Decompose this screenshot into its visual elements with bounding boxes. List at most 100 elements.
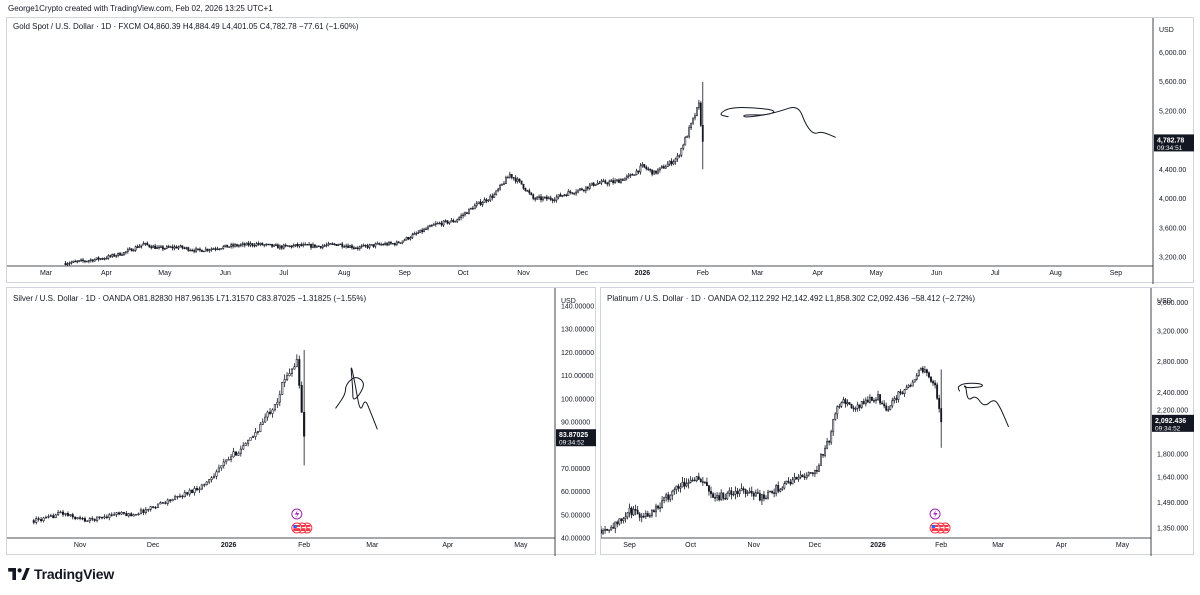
currency-label[interactable]: USD	[561, 298, 576, 305]
candle-body	[183, 247, 186, 249]
candle-body	[621, 179, 624, 181]
candle-body	[618, 518, 621, 525]
event-badges[interactable]	[929, 508, 951, 534]
candle-body	[142, 509, 145, 513]
candle-body	[230, 244, 233, 247]
candle-body	[61, 511, 65, 515]
candle-body	[66, 513, 69, 516]
candle-body	[561, 195, 564, 197]
candle-body	[506, 176, 509, 179]
candle-body	[834, 413, 837, 420]
hand-drawn-annotation[interactable]	[957, 382, 1009, 428]
candle-body	[142, 243, 145, 246]
candle-body	[405, 237, 408, 241]
candle-body	[251, 436, 255, 439]
last-price-label: 2,092.436	[1155, 418, 1186, 425]
candle-body	[575, 191, 578, 194]
candle-body	[308, 243, 310, 246]
candle-body	[407, 237, 410, 240]
x-tick-label: 2026	[221, 542, 237, 549]
candle-body	[204, 248, 207, 252]
candle-body	[730, 490, 733, 495]
candle-body	[657, 169, 659, 174]
candle-body	[491, 195, 494, 198]
candle-body	[310, 243, 312, 248]
candle-body	[744, 489, 747, 494]
candle-body	[249, 437, 252, 441]
candle-body	[936, 384, 939, 399]
candle-body	[701, 481, 704, 483]
candle-body	[503, 183, 505, 185]
candle-body	[290, 245, 293, 248]
candle-body	[98, 516, 101, 518]
chart-panel-platinum[interactable]: Platinum / U.S. Dollar · 1D · OANDA O2,1…	[600, 287, 1195, 556]
candle-body	[277, 244, 279, 249]
x-tick-label: Aug	[1049, 270, 1062, 277]
candle-body	[261, 242, 264, 246]
candle-body	[206, 248, 209, 251]
candle-body	[321, 245, 324, 248]
candle-body	[783, 483, 786, 489]
event-badges[interactable]	[291, 508, 313, 534]
candle-body	[185, 247, 188, 249]
candle-body	[138, 245, 141, 248]
candle-body	[154, 245, 157, 250]
chart-panel-gold[interactable]: Gold Spot / U.S. Dollar · 1D · FXCM O4,8…	[6, 17, 1195, 284]
candle-body	[601, 529, 602, 534]
candle-body	[425, 228, 427, 231]
candles	[601, 366, 943, 538]
candle-body	[86, 260, 88, 263]
candle-body	[390, 242, 392, 244]
candle-body	[608, 529, 611, 531]
candle-body	[512, 177, 515, 179]
candle-body	[247, 242, 250, 246]
candle-body	[103, 516, 106, 519]
candle-body	[127, 513, 130, 517]
candle-body	[76, 260, 79, 263]
candle-body	[456, 219, 459, 222]
candle-body	[345, 245, 348, 248]
chart-gold[interactable]: USD6,000.005,600.005,200.004,800.004,400…	[7, 18, 1195, 284]
candle-body	[101, 258, 104, 260]
candle-body	[99, 258, 102, 260]
candle-body	[290, 368, 294, 374]
candle-body	[555, 196, 558, 201]
candle-body	[81, 517, 84, 520]
hand-drawn-annotation[interactable]	[720, 107, 836, 138]
candle-body	[736, 490, 739, 494]
candle-body	[388, 242, 390, 246]
candle-body	[335, 244, 338, 246]
chart-panel-silver[interactable]: Silver / U.S. Dollar · 1D · OANDA O81.82…	[6, 287, 597, 556]
candle-body	[475, 203, 478, 206]
candle-body	[885, 405, 888, 411]
currency-label[interactable]: USD	[1157, 298, 1172, 305]
currency-label[interactable]: USD	[1159, 27, 1174, 34]
candle-body	[614, 180, 616, 183]
candle-body	[144, 509, 147, 513]
candle-body	[271, 409, 274, 414]
tradingview-logo[interactable]: TradingView	[8, 566, 114, 582]
candle-body	[940, 408, 943, 423]
candle-body	[740, 488, 743, 492]
candle-body	[547, 197, 550, 200]
candle-body	[681, 481, 684, 488]
candle-body	[485, 199, 488, 202]
candle-body	[907, 385, 910, 388]
candle-body	[813, 470, 816, 475]
y-tick-label: 5,200.00	[1159, 108, 1186, 115]
candle-body	[91, 518, 94, 520]
candle-body	[824, 447, 827, 456]
candle-body	[276, 401, 279, 405]
candle-body	[353, 247, 355, 249]
candle-body	[259, 242, 262, 245]
candle-body	[54, 514, 57, 519]
candle-body	[505, 177, 507, 184]
candle-body	[343, 246, 346, 248]
candle-body	[677, 485, 680, 489]
candle-body	[86, 520, 89, 522]
candle-body	[130, 248, 133, 252]
candle-body	[714, 497, 717, 499]
hand-drawn-annotation[interactable]	[335, 367, 378, 430]
